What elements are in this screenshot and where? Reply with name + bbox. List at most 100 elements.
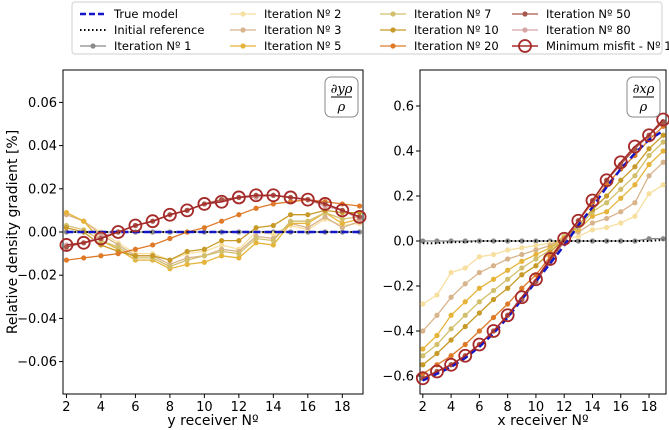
right-series-true [422,129,664,382]
left-point-min [335,203,350,218]
left-point-it10 [270,222,276,229]
left-point-min [111,225,126,239]
left-point-it10 [253,225,259,231]
left-point-it5 [81,218,87,224]
left-xtick-label: 8 [166,400,174,415]
left-point-it7 [184,257,190,263]
legend-item-min: Minimum misfit - Nº 100 [512,39,669,53]
right-point-it1 [575,238,581,244]
right-point-it20 [505,301,511,307]
left-point-min [180,203,195,218]
left-xtick-label: 16 [300,400,317,415]
left-point-it5 [339,220,345,226]
left-point-it5 [184,261,190,267]
left-point-it3 [322,214,328,220]
left-point-it2 [219,242,225,248]
left-point-it7 [339,216,345,222]
right-point-it5 [462,299,468,305]
right-point-it5 [519,258,525,264]
right-point-it7 [533,256,539,262]
left-point-it7 [115,244,121,250]
right-ytick-label: 0.2 [393,190,414,205]
right-point-it1 [604,238,610,244]
right-series-min [415,112,669,386]
right-point-min [585,193,600,208]
legend-swatch-marker-it80 [522,27,528,33]
right-point-it3 [618,209,624,215]
left-line-it5 [66,211,360,270]
right-point-min [514,290,529,305]
right-series-it2 [420,182,666,307]
left-x-axis-label: y receiver Nº [167,413,258,429]
right-point-it2 [505,247,511,253]
left-point-min [249,188,264,203]
right-point-it3 [646,173,652,179]
left-point-it10 [167,257,173,263]
right-point-it2 [434,292,440,298]
right-xtick-label: 16 [612,400,629,415]
left-point-min [76,235,91,250]
left-point-min [300,192,315,207]
right-xtick-label: 14 [584,400,601,415]
right-line-initial [422,238,664,245]
right-point-min [444,357,459,372]
right-point-min [472,337,487,352]
right-point-min [486,324,501,338]
right-panel: 2 4 6 8 10 12 14 16 18 −0.6 −0.4 −0.2 0.0 0.2 0.4 0.6 ∂… [382,69,669,429]
right-point-it7 [448,326,454,332]
left-point-min [162,207,177,222]
right-point-min [529,272,543,287]
right-series [415,112,669,386]
legend-swatch-marker-it7 [390,11,396,17]
right-point-it20 [448,353,454,359]
right-xtick-label: 10 [528,400,545,415]
left-point-min [283,190,298,205]
left-xtick-label: 10 [196,400,213,415]
right-point-it7 [476,299,482,305]
legend-swatch-marker-it2 [240,11,246,17]
right-point-it5 [533,251,539,258]
right-point-it10 [646,146,652,152]
right-series-it3 [420,159,666,334]
left-point-it7 [236,251,242,257]
right-ticks: 2 4 6 8 10 12 14 16 18 −0.6 −0.4 −0.2 0.0 0.2 0.4 0.6 [382,100,657,416]
right-line-it10 [422,134,664,366]
left-point-it20 [81,255,87,261]
right-xtick-label: 12 [556,400,573,415]
right-point-it3 [420,328,426,334]
right-line-it3 [422,161,664,332]
right-point-it2 [420,301,426,307]
legend-label-true: True model [113,7,178,21]
right-point-it3 [462,281,468,287]
right-annotation-denominator: ρ [639,100,648,115]
right-line-it20 [422,125,664,375]
right-point-it3 [448,294,454,300]
right-point-it5 [448,312,454,318]
left-point-it7 [305,218,311,224]
left-point-it5 [236,255,242,261]
right-point-it5 [604,209,610,215]
left-series-it5 [63,209,363,272]
left-point-it7 [270,238,276,244]
right-point-min [557,231,572,246]
right-point-it2 [462,265,468,271]
right-point-it7 [505,276,511,282]
right-point-it20 [476,328,482,334]
left-ytick-label: 0.02 [28,182,57,197]
right-point-it10 [462,323,468,330]
right-ytick-label: −0.4 [382,325,414,340]
right-point-it10 [420,362,426,368]
left-point-it20 [150,242,156,248]
right-point-it5 [618,195,624,201]
right-series-initial [422,238,664,245]
right-point-it5 [490,276,497,282]
left-ticks: 2 4 6 8 10 12 14 16 18 −0.06 −0.04 −0.02 0.00 0.02 0.0… [17,96,350,415]
left-point-it10 [305,212,311,218]
right-point-it7 [462,312,468,318]
left-xtick-label: 18 [334,400,351,415]
legend-item-it10: Iteration Nº 10 [380,23,499,37]
legend-swatch-marker-it1 [90,43,96,49]
legend-swatch-marker-it50 [522,11,528,17]
legend-item-it20: Iteration Nº 20 [380,39,499,53]
left-point-it10 [201,246,207,252]
